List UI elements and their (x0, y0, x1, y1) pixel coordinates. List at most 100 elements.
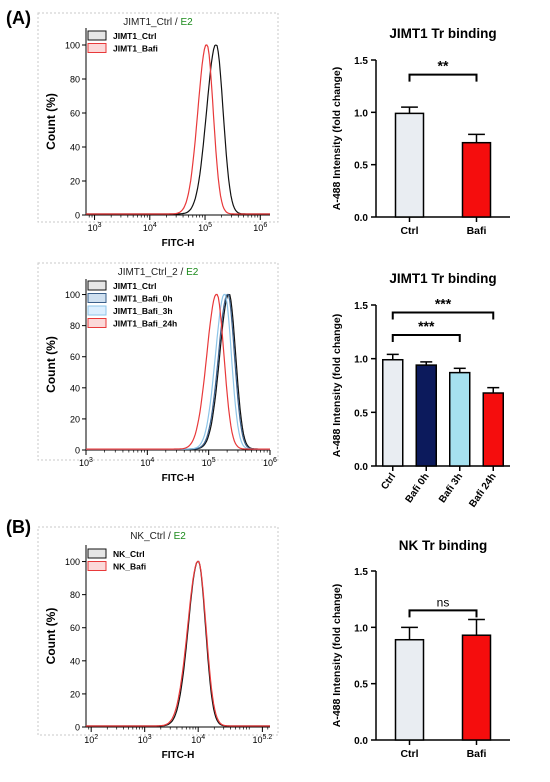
title-prefix: NK_Ctrl (130, 531, 165, 542)
x-tick-label: 105 (198, 222, 212, 233)
y-tick-label: 0.5 (354, 680, 368, 691)
tick-exponent: 6 (273, 457, 277, 464)
y-tick-label: 40 (70, 143, 80, 153)
bar-bafi-3h (449, 371, 471, 467)
legend-label-jimt1-ctrl: JIMT1_Ctrl (113, 31, 156, 41)
bar-chart-title: JIMT1 Tr binding (389, 26, 496, 41)
y-tick-label: 80 (70, 75, 80, 85)
significance-label: ** (438, 58, 449, 74)
y-tick-label: 0 (75, 211, 80, 221)
y-tick-label: 60 (70, 623, 80, 633)
legend-label-jimt1-bafi: JIMT1_Bafi (113, 44, 158, 54)
legend-swatch-jimt1-bafi-3h (87, 305, 107, 316)
x-tick-label: 105.2 (253, 734, 273, 745)
significance-bracket (408, 609, 478, 618)
legend-label-jimt1-bafi-0h: JIMT1_Bafi_0h (113, 294, 173, 304)
tick-exponent: 3 (98, 222, 102, 229)
significance-label: *** (418, 318, 435, 334)
tick-base: 10 (88, 223, 98, 233)
tick-base: 10 (84, 735, 94, 745)
x-tick-label: 103 (79, 457, 93, 468)
legend-label-nk-bafi: NK_Bafi (113, 562, 146, 572)
y-tick-label: 100 (65, 41, 80, 51)
bar-bafi-24h (482, 392, 504, 467)
bar-ctrl (394, 112, 425, 218)
title-gate: E2 (181, 17, 194, 28)
tick-base: 10 (79, 458, 89, 468)
tick-base: 10 (253, 735, 263, 745)
y-tick-label: 0 (75, 723, 80, 733)
y-tick-label: 40 (70, 656, 80, 666)
histogram-curve-jimt1-bafi-24h (86, 293, 270, 450)
tick-exponent: 5 (212, 457, 216, 464)
significance-label: ns (437, 595, 450, 609)
y-tick-label: 0.5 (354, 161, 368, 172)
title-gate: E2 (174, 531, 187, 542)
y-tick-label: 100 (65, 290, 80, 300)
bar-bafi (461, 141, 492, 218)
bar-bafi (461, 634, 492, 741)
y-axis-label: A-488 Intensity (fold change) (331, 584, 343, 728)
title-separator: / (178, 267, 186, 278)
y-tick-label: 20 (70, 414, 80, 424)
title-prefix: JIMT1_Ctrl_2 (118, 267, 178, 278)
x-axis-label: FITC-H (162, 473, 195, 484)
legend-swatch-jimt1-ctrl (87, 280, 107, 291)
histogram-curve-jimt1-bafi (86, 44, 270, 215)
y-axis-label: Count (%) (44, 336, 58, 393)
y-tick-label: 60 (70, 109, 80, 119)
bar-chart-title: NK Tr binding (399, 538, 488, 553)
bar-ctrl (382, 358, 404, 467)
legend-label-jimt1-bafi-3h: JIMT1_Bafi_3h (113, 306, 173, 316)
significance-bracket (391, 334, 461, 343)
y-axis-label: A-488 Intensity (fold change) (331, 67, 343, 211)
x-tick-label-bafi-3h: Bafi 3h (437, 471, 465, 505)
y-tick-label: 40 (70, 383, 80, 393)
tick-exponent: 4 (150, 457, 154, 464)
histogram-curve-nk-bafi (86, 560, 270, 727)
significance-bracket (408, 73, 478, 82)
legend-label-jimt1-bafi-24h: JIMT1_Bafi_24h (113, 319, 177, 329)
plot-frame (37, 262, 279, 461)
tick-base: 10 (198, 223, 208, 233)
tick-base: 10 (263, 458, 273, 468)
x-tick-label-bafi: Bafi (467, 748, 487, 760)
significance-label: *** (435, 296, 452, 312)
x-tick-label: 104 (191, 734, 205, 745)
x-tick-label-bafi: Bafi (467, 225, 487, 237)
histogram-curve-jimt1-ctrl (86, 44, 270, 215)
legend-label-nk-ctrl: NK_Ctrl (113, 549, 145, 559)
title-separator: / (165, 531, 173, 542)
bar-bafi-0h (415, 364, 437, 467)
x-tick-label: 106 (253, 222, 267, 233)
x-tick-label: 102 (84, 734, 98, 745)
y-tick-label: 1.0 (354, 623, 368, 634)
y-tick-label: 20 (70, 689, 80, 699)
y-tick-label: 60 (70, 352, 80, 362)
x-tick-label-bafi-0h: Bafi 0h (404, 471, 432, 505)
tick-exponent: 6 (263, 222, 267, 229)
tick-exponent: 3 (148, 734, 152, 741)
tick-exponent: 2 (94, 734, 98, 741)
tick-base: 10 (143, 223, 153, 233)
tick-base: 10 (202, 458, 212, 468)
plot-frame (37, 12, 279, 223)
significance-bracket (391, 311, 495, 320)
tick-exponent: 5.2 (263, 734, 273, 741)
legend-swatch-nk-ctrl (87, 548, 107, 559)
bar-chart-nk-tr-binding: NK Tr binding 0.0 0.5 1.0 1.5 A-488 Intensity… (331, 538, 510, 760)
y-tick-label: 0.0 (354, 462, 368, 473)
y-axis-label: Count (%) (44, 608, 58, 665)
y-tick-label: 0 (75, 446, 80, 456)
x-tick-label-ctrl: Ctrl (400, 225, 418, 237)
bar-chart-jimt1-tr-binding-1: JIMT1 Tr binding 0.0 0.5 1.0 1.5 A-488 Intens… (331, 26, 510, 237)
tick-base: 10 (253, 223, 263, 233)
histogram-title: JIMT1_Ctrl / E2 (123, 17, 193, 28)
histogram-title: NK_Ctrl / E2 (130, 531, 186, 542)
tick-base: 10 (138, 735, 148, 745)
y-tick-label: 0.5 (354, 408, 368, 419)
x-tick-label: 105 (202, 457, 216, 468)
x-tick-label: 106 (263, 457, 277, 468)
